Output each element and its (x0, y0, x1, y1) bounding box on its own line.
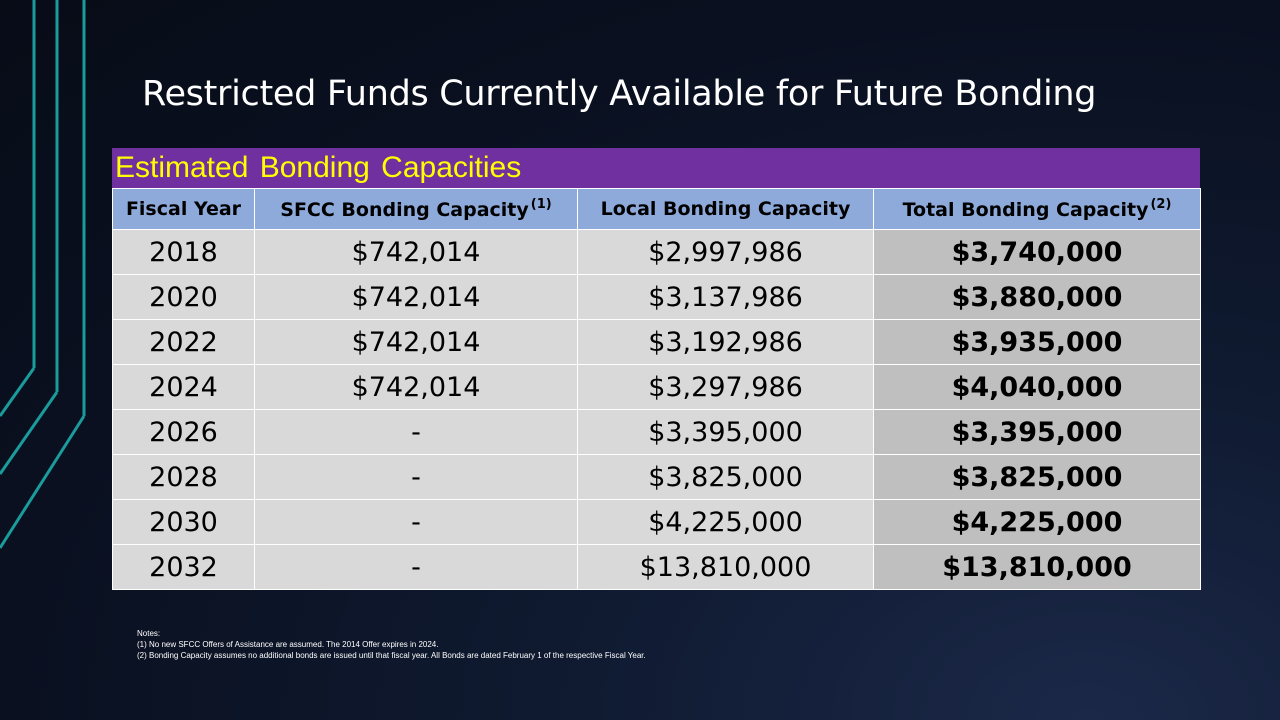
bonding-capacity-table: Estimated Bonding Capacities Fiscal Year… (112, 148, 1201, 590)
cell-total-capacity: $3,825,000 (873, 454, 1201, 500)
cell-local-capacity: $13,810,000 (577, 544, 874, 590)
header-total-capacity: Total Bonding Capacity (2) (873, 188, 1201, 230)
cell-sfcc-capacity: - (254, 409, 578, 455)
cell-local-capacity: $3,192,986 (577, 319, 874, 365)
header-fiscal-year: Fiscal Year (112, 188, 255, 230)
footnote-1: (1) No new SFCC Offers of Assistance are… (137, 640, 439, 649)
cell-sfcc-capacity: - (254, 544, 578, 590)
cell-local-capacity: $3,825,000 (577, 454, 874, 500)
cell-fiscal-year: 2032 (112, 544, 255, 590)
cell-sfcc-capacity: - (254, 499, 578, 545)
table-row: 2020 $742,014 $3,137,986 $3,880,000 (112, 274, 1201, 320)
cell-sfcc-capacity: $742,014 (254, 364, 578, 410)
slide-title: Restricted Funds Currently Available for… (142, 74, 1097, 114)
accent-line-1-diagonal (0, 367, 36, 417)
cell-fiscal-year: 2024 (112, 364, 255, 410)
cell-fiscal-year: 2026 (112, 409, 255, 455)
footnote-marker: (1) (530, 197, 552, 212)
table-row: 2024 $742,014 $3,297,986 $4,040,000 (112, 364, 1201, 410)
cell-local-capacity: $3,395,000 (577, 409, 874, 455)
notes-heading: Notes: (137, 629, 161, 638)
cell-total-capacity: $3,740,000 (873, 229, 1201, 275)
cell-total-capacity: $4,040,000 (873, 364, 1201, 410)
table-row: 2022 $742,014 $3,192,986 $3,935,000 (112, 319, 1201, 365)
accent-line-2-diagonal (0, 391, 59, 475)
cell-local-capacity: $2,997,986 (577, 229, 874, 275)
table-row: 2030 - $4,225,000 $4,225,000 (112, 499, 1201, 545)
cell-total-capacity: $3,880,000 (873, 274, 1201, 320)
table-row: 2018 $742,014 $2,997,986 $3,740,000 (112, 229, 1201, 275)
cell-total-capacity: $3,935,000 (873, 319, 1201, 365)
header-sfcc-capacity: SFCC Bonding Capacity (1) (254, 188, 578, 230)
header-local-capacity: Local Bonding Capacity (577, 188, 874, 230)
cell-local-capacity: $3,297,986 (577, 364, 874, 410)
cell-fiscal-year: 2028 (112, 454, 255, 500)
footnote-marker: (2) (1150, 197, 1172, 212)
cell-fiscal-year: 2020 (112, 274, 255, 320)
accent-line-3-diagonal (0, 415, 86, 549)
footnotes: Notes: (1) No new SFCC Offers of Assista… (137, 628, 646, 661)
cell-local-capacity: $3,137,986 (577, 274, 874, 320)
cell-total-capacity: $4,225,000 (873, 499, 1201, 545)
cell-sfcc-capacity: $742,014 (254, 319, 578, 365)
cell-fiscal-year: 2018 (112, 229, 255, 275)
header-label: Local Bonding Capacity (600, 198, 851, 220)
cell-sfcc-capacity: - (254, 454, 578, 500)
cell-total-capacity: $3,395,000 (873, 409, 1201, 455)
table-row: 2032 - $13,810,000 $13,810,000 (112, 544, 1201, 590)
cell-fiscal-year: 2030 (112, 499, 255, 545)
decorative-accent-lines (0, 0, 86, 549)
table-row: 2028 - $3,825,000 $3,825,000 (112, 454, 1201, 500)
cell-local-capacity: $4,225,000 (577, 499, 874, 545)
header-label: Fiscal Year (125, 198, 242, 220)
table-row: 2026 - $3,395,000 $3,395,000 (112, 409, 1201, 455)
table-banner: Estimated Bonding Capacities (112, 148, 1200, 188)
header-label: SFCC Bonding Capacity (280, 199, 529, 221)
cell-sfcc-capacity: $742,014 (254, 274, 578, 320)
footnote-2: (2) Bonding Capacity assumes no addition… (137, 651, 646, 660)
cell-total-capacity: $13,810,000 (873, 544, 1201, 590)
header-label: Total Bonding Capacity (902, 199, 1149, 221)
cell-fiscal-year: 2022 (112, 319, 255, 365)
cell-sfcc-capacity: $742,014 (254, 229, 578, 275)
header-row: Fiscal Year SFCC Bonding Capacity (1) Loc… (112, 188, 1201, 230)
capacity-table: Fiscal Year SFCC Bonding Capacity (1) Loc… (112, 188, 1201, 590)
